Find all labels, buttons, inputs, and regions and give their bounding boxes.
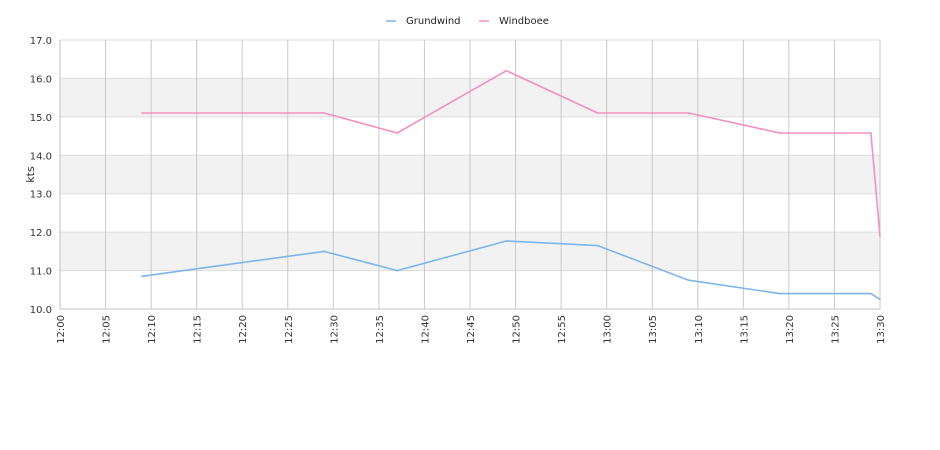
data-point bbox=[323, 250, 326, 253]
x-tick-label: 12:25 bbox=[284, 315, 295, 344]
x-tick-label: 12:00 bbox=[56, 315, 67, 344]
legend-item: Windboee bbox=[479, 16, 549, 27]
data-point bbox=[869, 292, 872, 295]
data-point bbox=[596, 244, 599, 247]
x-tick-label: 13:05 bbox=[648, 315, 659, 344]
data-point bbox=[687, 112, 690, 114]
legend: Grundwind Windboee bbox=[386, 16, 549, 27]
x-tick-label: 12:10 bbox=[147, 315, 158, 344]
x-tick-label: 12:35 bbox=[375, 315, 386, 344]
x-tick-label: 12:20 bbox=[238, 315, 249, 344]
data-point bbox=[396, 132, 399, 134]
data-point bbox=[687, 279, 690, 282]
grid-lines bbox=[59, 39, 881, 310]
data-point bbox=[778, 292, 781, 295]
series-grundwind bbox=[141, 240, 881, 301]
data-point bbox=[141, 275, 143, 278]
legend-item: Grundwind bbox=[386, 16, 461, 27]
axes: 10.0 11.0 12.0 13.0 14.0 15.0 16.0 17.0 12:00 12:… bbox=[30, 36, 887, 344]
x-tick-label: 13:00 bbox=[603, 315, 614, 344]
x-tick-label: 13:25 bbox=[830, 315, 841, 344]
y-tick-label: 13.0 bbox=[30, 190, 52, 201]
x-tick-label: 12:30 bbox=[329, 315, 340, 344]
y-tick-label: 17.0 bbox=[30, 36, 52, 47]
data-point bbox=[879, 298, 881, 301]
data-point bbox=[869, 132, 872, 134]
data-point bbox=[505, 69, 508, 72]
series-layer bbox=[141, 69, 881, 301]
y-tick-label: 16.0 bbox=[30, 74, 52, 85]
data-point bbox=[505, 240, 508, 242]
legend-label: Grundwind bbox=[406, 16, 461, 27]
x-tick-label: 13:20 bbox=[785, 315, 796, 344]
y-tick-label: 12.0 bbox=[30, 228, 52, 239]
x-tick-label: 12:55 bbox=[557, 315, 568, 344]
x-tick-label: 12:15 bbox=[193, 315, 204, 344]
legend-label: Windboee bbox=[499, 16, 549, 27]
data-point bbox=[396, 269, 399, 272]
x-tick-label: 13:10 bbox=[694, 315, 705, 344]
x-tick-label: 12:05 bbox=[102, 315, 113, 344]
series-windboee bbox=[141, 69, 881, 237]
y-axis-title: kts bbox=[24, 166, 37, 183]
x-tick-label: 13:30 bbox=[876, 315, 887, 344]
y-tick-label: 14.0 bbox=[30, 151, 52, 162]
data-point bbox=[141, 112, 143, 114]
x-tick-label: 12:40 bbox=[420, 315, 431, 344]
y-tick-label: 10.0 bbox=[30, 305, 52, 316]
data-point bbox=[323, 112, 326, 114]
data-point bbox=[778, 132, 781, 134]
x-tick-label: 12:45 bbox=[466, 315, 477, 344]
data-point bbox=[879, 235, 881, 237]
data-point bbox=[596, 112, 599, 114]
x-tick-label: 12:50 bbox=[512, 315, 523, 344]
y-tick-label: 11.0 bbox=[30, 267, 52, 278]
x-tick-label: 13:15 bbox=[739, 315, 750, 344]
y-tick-label: 15.0 bbox=[30, 113, 52, 124]
